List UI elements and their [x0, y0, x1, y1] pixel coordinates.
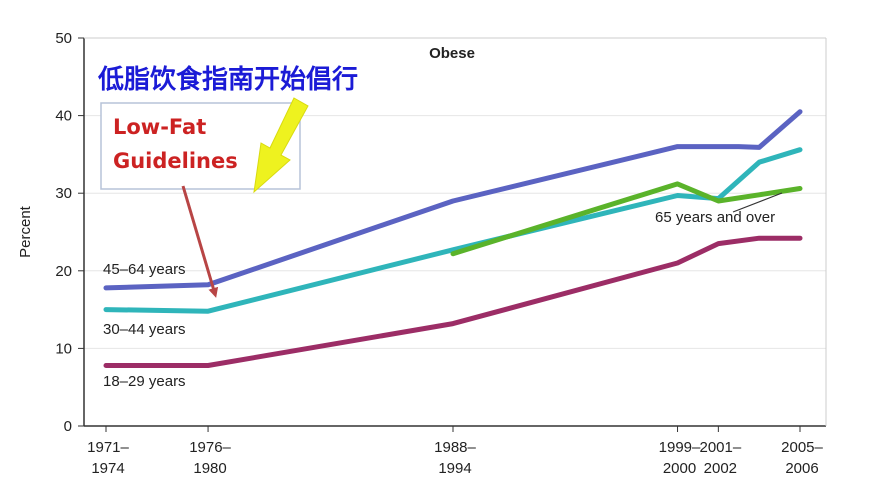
x-tick-label: 1980 — [193, 460, 226, 477]
x-tick-label: 1971– — [87, 439, 129, 456]
x-tick-label: 1999– — [659, 439, 701, 456]
series-line-65-over — [450, 181, 803, 257]
y-tick-labels: 0 10 20 30 40 50 — [55, 30, 72, 435]
axes — [78, 37, 827, 432]
x-tick-label: 2002 — [704, 460, 737, 477]
x-tick-label: 1974 — [91, 460, 124, 477]
y-tick-label: 40 — [55, 108, 72, 125]
series-label-18-29: 18–29 years — [103, 373, 186, 390]
series-label-45-64: 45–64 years — [103, 261, 186, 278]
y-tick-label: 0 — [64, 418, 72, 435]
low-fat-label-line1: Low-Fat — [113, 115, 206, 139]
x-tick-label: 2000 — [663, 460, 696, 477]
x-tick-label: 1976– — [189, 439, 231, 456]
series-line-30-44 — [103, 147, 803, 314]
x-tick-label: 1994 — [438, 460, 471, 477]
series-label-65-over: 65 years and over — [655, 209, 775, 226]
x-tick-label: 2001– — [699, 439, 741, 456]
x-tick-labels: 1971– 1974 1976– 1980 1988– 1994 1999– 20002001… — [87, 439, 823, 477]
chart-title: Obese — [429, 45, 475, 62]
y-tick-label: 30 — [55, 185, 72, 202]
series-line-45-64 — [103, 109, 803, 291]
y-axis-label: Percent — [17, 205, 34, 258]
series-label-30-44: 30–44 years — [103, 321, 186, 338]
x-tick-label: 1988– — [434, 439, 476, 456]
low-fat-label-line2: Guidelines — [113, 149, 238, 173]
chinese-annotation: 低脂饮食指南开始倡行 — [97, 64, 358, 95]
y-tick-label: 50 — [55, 30, 72, 47]
series-line-18-29 — [103, 235, 803, 368]
series-pointer-65-over — [732, 192, 783, 213]
series-lines — [103, 109, 803, 368]
yellow-arrow — [253, 97, 309, 194]
x-tick-label: 2005– — [781, 439, 823, 456]
y-tick-label: 10 — [55, 340, 72, 357]
x-tick-label: 2006 — [785, 460, 818, 477]
red-arrow — [181, 185, 219, 298]
y-tick-label: 20 — [55, 263, 72, 280]
